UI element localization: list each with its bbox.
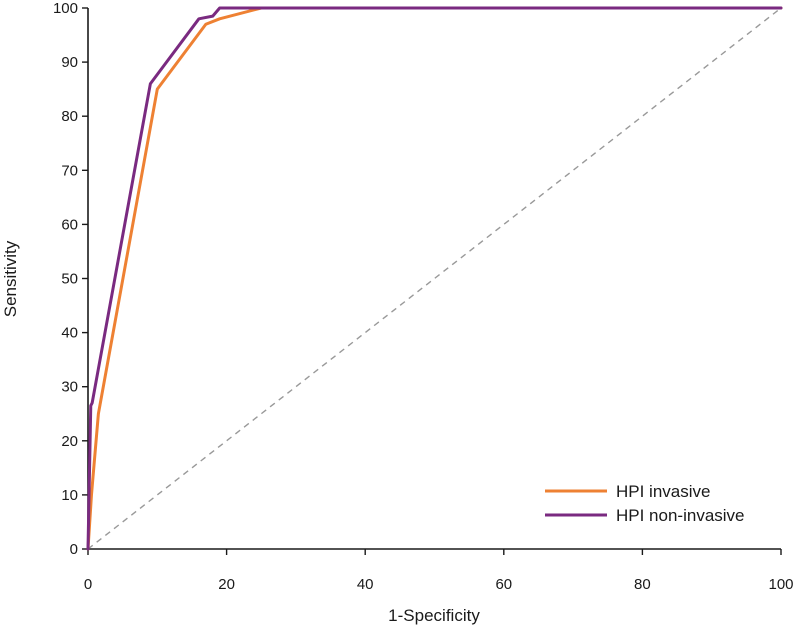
x-tick-label: 40 [357, 576, 374, 593]
legend-label: HPI non-invasive [616, 506, 745, 525]
y-axis-title: Sensitivity [1, 240, 20, 317]
y-tick-label: 10 [61, 487, 78, 504]
y-tick-label: 60 [61, 216, 78, 233]
y-tick-label: 30 [61, 379, 78, 396]
y-tick-label: 40 [61, 325, 78, 342]
y-tick-label: 70 [61, 162, 78, 179]
x-tick-label: 60 [495, 576, 512, 593]
y-tick-label: 20 [61, 433, 78, 450]
series-line-hpi-non-invasive [86, 6, 783, 551]
axes [87, 8, 781, 550]
x-axis-ticks: 0 20 40 60 80 100 [84, 549, 794, 593]
y-tick-label: 50 [61, 271, 78, 288]
x-axis-title: 1-Specificity [388, 606, 480, 625]
y-tick-label: 100 [53, 0, 78, 17]
reference-line-group [87, 7, 782, 550]
x-tick-label: 100 [768, 576, 793, 593]
x-tick-label: 80 [634, 576, 651, 593]
y-axis-ticks: 0 10 20 30 40 50 60 70 80 90 100 [53, 0, 88, 558]
reference-diagonal-line [87, 7, 782, 550]
y-tick-label: 0 [70, 541, 78, 558]
x-tick-label: 20 [218, 576, 235, 593]
series-line-hpi-invasive [86, 6, 783, 551]
legend-label: HPI invasive [616, 482, 710, 501]
y-tick-label: 90 [61, 54, 78, 71]
legend: HPI invasive HPI non-invasive [545, 482, 745, 525]
x-tick-label: 0 [84, 576, 92, 593]
series-group [86, 6, 783, 551]
y-tick-label: 80 [61, 108, 78, 125]
